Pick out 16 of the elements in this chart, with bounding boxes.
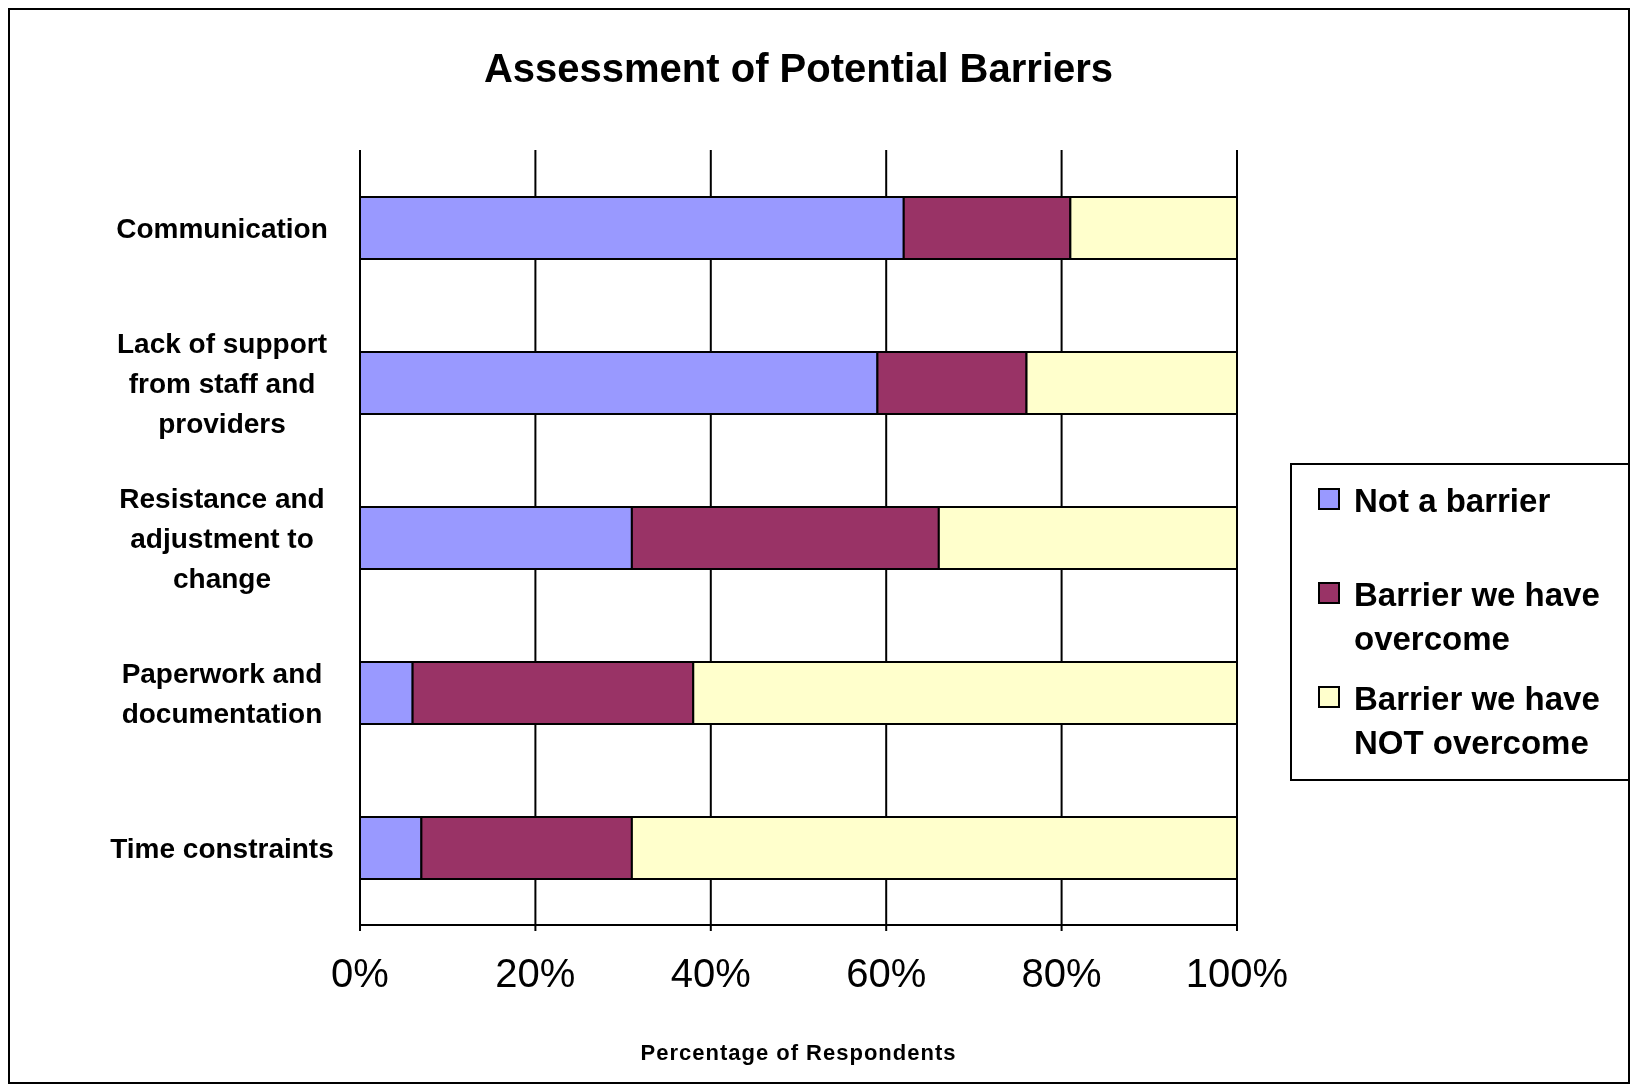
x-tick-label: 100% — [1185, 951, 1289, 996]
y-tick-label: Resistance and adjustment to change — [119, 482, 325, 593]
x-axis-title: Percentage of Respondents — [639, 1040, 958, 1066]
legend-label: Barrier we have NOT overcome — [1354, 679, 1601, 763]
x-tick-label: 20% — [495, 951, 576, 996]
y-tick-label: Communication — [116, 212, 328, 243]
x-tick-label: 0% — [331, 951, 389, 996]
legend-label: Barrier we have overcome — [1354, 575, 1601, 659]
x-tick-label: 40% — [670, 951, 751, 996]
y-tick-label: Time constraints — [110, 832, 334, 863]
legend-label: Not a barrier — [1354, 481, 1552, 521]
chart-title: Assessment of Potential Barriers — [482, 46, 1115, 91]
y-tick-label: Lack of support from staff and providers — [116, 327, 328, 438]
y-tick-label: Paperwork and documentation — [121, 657, 323, 728]
x-tick-label: 60% — [846, 951, 927, 996]
x-tick-label: 80% — [1021, 951, 1102, 996]
